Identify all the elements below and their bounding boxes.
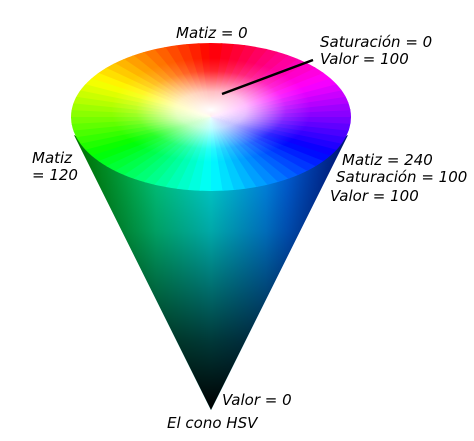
white-center-glow [111,58,311,162]
label-top-saturation: Saturación = 0 [320,34,432,51]
label-top-hue: Matiz = 0 [176,25,248,42]
label-top-value: Valor = 100 [320,51,409,68]
label-bottom-value: Valor = 0 [222,392,292,409]
label-left-hue: Matiz [32,150,72,167]
label-right-hue: Matiz = 240 [342,152,433,169]
label-right-value: Valor = 100 [330,188,419,205]
label-right-saturation: Saturación = 100 [336,169,467,186]
caption: El cono HSV [167,415,257,432]
label-left-hue-value: = 120 [32,167,78,184]
